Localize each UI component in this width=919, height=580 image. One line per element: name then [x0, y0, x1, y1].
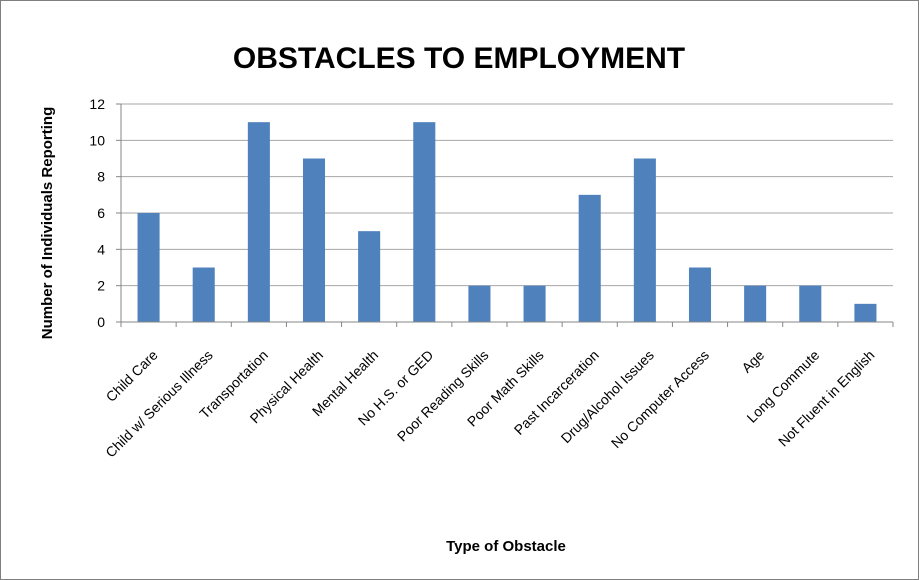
bar: [302, 158, 326, 322]
bar: [413, 122, 436, 323]
bar: [633, 158, 656, 322]
y-tick-label: 0: [97, 314, 105, 330]
chart-title: OBSTACLES TO EMPLOYMENT: [233, 42, 685, 75]
bar: [192, 267, 215, 322]
x-tick-label: Poor Reading Skills: [394, 347, 492, 445]
y-tick-label: 4: [97, 241, 105, 257]
y-tick-label: 6: [97, 205, 105, 221]
y-tick-label: 2: [97, 278, 105, 294]
bar: [523, 285, 546, 322]
bar: [854, 303, 877, 322]
x-tick-label: No Computer Access: [608, 347, 712, 451]
axes: [120, 104, 894, 327]
x-tick-label: Age: [738, 347, 767, 376]
x-tick-label: Not Fluent in English: [775, 347, 878, 450]
gridlines: [116, 103, 893, 323]
bar: [468, 285, 491, 322]
y-tick-label: 8: [97, 169, 105, 185]
x-tick-label: Child Care: [103, 347, 161, 405]
y-tick-label: 12: [89, 96, 105, 112]
bar: [578, 194, 601, 322]
x-axis-title: Type of Obstacle: [446, 538, 566, 555]
bar: [358, 231, 381, 322]
bar: [744, 285, 767, 322]
bar: [137, 213, 160, 322]
y-tick-label: 10: [89, 132, 105, 148]
y-tick-labels: 0 2 4 6 8 10 12: [89, 96, 105, 330]
y-axis-title: Number of Individuals Reporting: [39, 107, 56, 340]
bar: [799, 285, 822, 322]
bar: [688, 267, 712, 322]
bars: [137, 122, 877, 323]
x-tick-label: Child w/ Serious Illness: [102, 347, 216, 461]
x-tick-label: Drug/Alcohol Issues: [558, 347, 657, 446]
bar: [247, 122, 270, 323]
